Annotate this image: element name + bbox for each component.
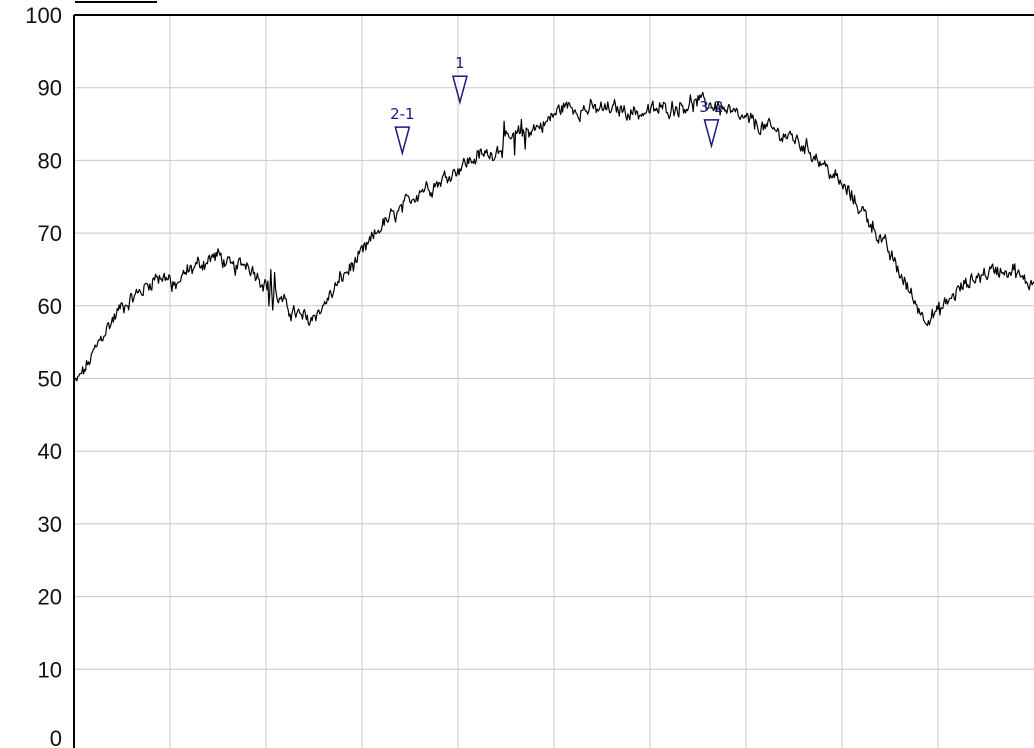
y-tick-label: 10 bbox=[38, 657, 62, 682]
y-tick-label: 60 bbox=[38, 294, 62, 319]
marker-label: 3-2 bbox=[699, 98, 724, 116]
y-axis-tick-labels: 0 10 20 30 40 50 60 70 80 90 100 bbox=[25, 3, 62, 748]
y-tick-label: 90 bbox=[38, 76, 62, 101]
marker-triangle bbox=[394, 126, 411, 157]
y-tick-label: 100 bbox=[25, 3, 62, 28]
marker-triangle bbox=[451, 75, 468, 106]
data-series-line bbox=[73, 91, 1034, 386]
y-tick-label: 40 bbox=[38, 439, 62, 464]
y-tick-label: 50 bbox=[38, 367, 62, 392]
y-tick-label: 80 bbox=[38, 148, 62, 173]
y-tick-label: 0 bbox=[50, 726, 62, 748]
y-tick-label: 20 bbox=[38, 585, 62, 610]
marker-layer: 1 2-1 3-2 bbox=[390, 54, 724, 157]
marker-label: 2-1 bbox=[390, 105, 415, 123]
grid-lines bbox=[74, 15, 1034, 748]
trace-layer bbox=[73, 91, 1034, 386]
marker-triangle bbox=[703, 119, 720, 149]
plot-frame bbox=[73, 14, 1034, 748]
y-tick-label: 70 bbox=[38, 221, 62, 246]
marker-label: 1 bbox=[455, 54, 465, 72]
y-tick-label: 30 bbox=[38, 512, 62, 537]
